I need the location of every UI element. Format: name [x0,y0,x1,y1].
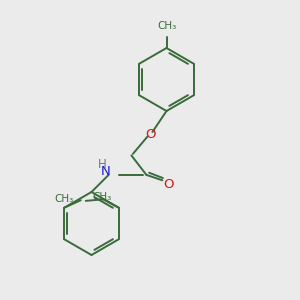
Text: N: N [101,165,110,178]
Text: CH₃: CH₃ [54,194,73,204]
Text: CH₃: CH₃ [157,22,176,32]
Text: H: H [98,158,107,172]
Text: O: O [145,128,155,141]
Text: O: O [163,178,173,191]
Text: CH₃: CH₃ [92,192,111,202]
